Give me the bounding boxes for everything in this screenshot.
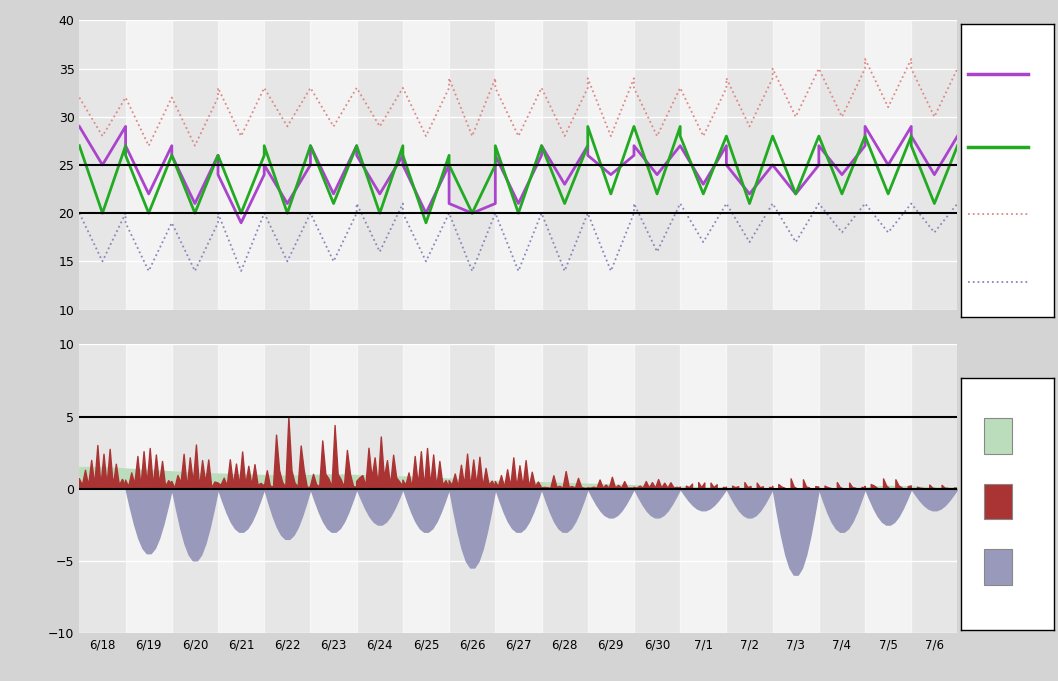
Bar	[865, 20, 911, 310]
Bar	[310, 344, 357, 633]
Bar	[588, 20, 634, 310]
Bar	[772, 20, 819, 310]
Bar	[680, 344, 727, 633]
Bar	[772, 344, 819, 633]
Bar	[218, 20, 264, 310]
Bar	[218, 344, 264, 633]
Bar	[495, 344, 542, 633]
Bar	[310, 20, 357, 310]
Bar	[403, 344, 449, 633]
Bar	[126, 20, 171, 310]
Bar	[588, 344, 634, 633]
Bar	[126, 344, 171, 633]
Bar	[984, 418, 1011, 454]
Bar	[984, 484, 1011, 519]
Bar	[403, 20, 449, 310]
Bar	[984, 550, 1011, 584]
Bar	[680, 20, 727, 310]
Bar	[865, 344, 911, 633]
Bar	[495, 20, 542, 310]
